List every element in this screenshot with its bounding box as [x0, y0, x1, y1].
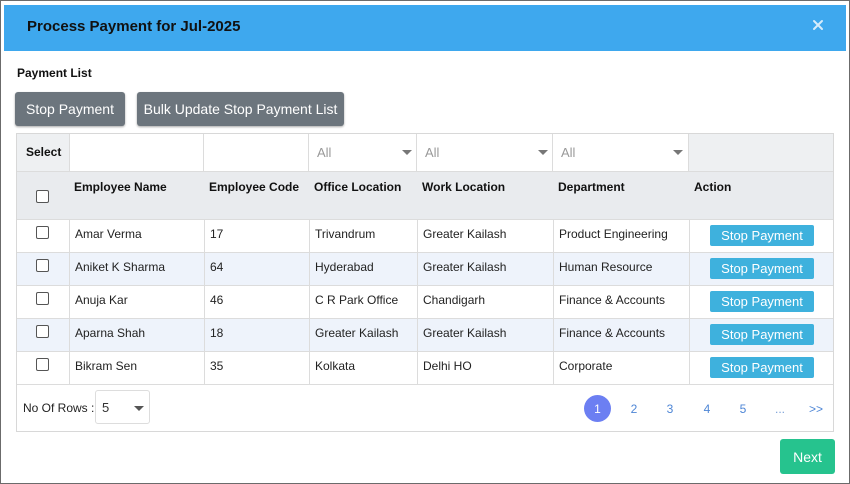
- table-row: Aniket K Sharma 64 Hyderabad Greater Kai…: [17, 252, 833, 285]
- employee-name-cell: Aparna Shah: [75, 326, 146, 340]
- office-location-filter-select[interactable]: All: [309, 134, 417, 171]
- employee-code-cell: 18: [210, 326, 224, 340]
- row-checkbox[interactable]: [36, 292, 49, 305]
- divider: [553, 219, 554, 384]
- office-location-cell: C R Park Office: [315, 293, 399, 307]
- department-cell: Corporate: [559, 359, 613, 373]
- work-location-cell: Greater Kailash: [423, 260, 507, 274]
- column-header-department: Department: [558, 180, 625, 194]
- page-5-button[interactable]: 5: [739, 402, 747, 416]
- chevron-down-icon: [538, 150, 548, 155]
- work-location-cell: Delhi HO: [423, 359, 472, 373]
- divider: [69, 219, 70, 384]
- employee-name-filter-input[interactable]: [69, 134, 204, 171]
- page-1-button[interactable]: 1: [584, 395, 611, 422]
- employee-code-cell: 35: [210, 359, 224, 373]
- row-stop-payment-button[interactable]: Stop Payment: [710, 324, 814, 345]
- employee-name-cell: Aniket K Sharma: [75, 260, 166, 274]
- chevron-down-icon: [134, 406, 144, 411]
- table-row: Aparna Shah 18 Greater Kailash Greater K…: [17, 318, 833, 351]
- rows-per-page-label: No Of Rows :: [23, 401, 95, 415]
- office-location-cell: Kolkata: [315, 359, 356, 373]
- employee-code-filter-input[interactable]: [204, 134, 309, 171]
- employee-name-cell: Amar Verma: [75, 227, 142, 241]
- column-header-office-location: Office Location: [314, 180, 402, 194]
- office-location-cell: Hyderabad: [315, 260, 374, 274]
- employee-name-cell: Bikram Sen: [75, 359, 138, 373]
- bulk-update-stop-payment-button[interactable]: Bulk Update Stop Payment List: [137, 92, 344, 126]
- work-location-cell: Chandigarh: [423, 293, 486, 307]
- row-stop-payment-button[interactable]: Stop Payment: [710, 225, 814, 246]
- table-row: Anuja Kar 46 C R Park Office Chandigarh …: [17, 285, 833, 318]
- work-location-filter-select[interactable]: All: [417, 134, 553, 171]
- employee-name-cell: Anuja Kar: [75, 293, 128, 307]
- pagination-ellipsis: ...: [774, 402, 785, 416]
- chevron-down-icon: [402, 150, 412, 155]
- divider: [17, 285, 833, 286]
- department-filter-value: All: [561, 145, 576, 160]
- column-header-employee-name: Employee Name: [74, 180, 167, 194]
- rows-per-page-value: 5: [102, 400, 110, 415]
- column-header-employee-code: Employee Code: [209, 180, 300, 194]
- filter-row: Select All All All: [17, 134, 833, 171]
- column-header-action: Action: [694, 180, 732, 194]
- department-cell: Finance & Accounts: [559, 326, 666, 340]
- next-pages-button[interactable]: >>: [808, 402, 823, 416]
- department-cell: Human Resource: [559, 260, 653, 274]
- table-row: Bikram Sen 35 Kolkata Delhi HO Corporate…: [17, 351, 833, 384]
- divider: [417, 219, 418, 384]
- employee-code-cell: 17: [210, 227, 224, 241]
- divider: [689, 219, 690, 384]
- close-icon[interactable]: [810, 17, 826, 33]
- row-checkbox[interactable]: [36, 358, 49, 371]
- row-stop-payment-button[interactable]: Stop Payment: [710, 291, 814, 312]
- table-header-row: Employee Name Employee Code Office Locat…: [17, 171, 833, 219]
- department-cell: Finance & Accounts: [559, 293, 666, 307]
- divider: [17, 351, 833, 352]
- select-label: Select: [26, 145, 62, 159]
- divider: [17, 219, 833, 220]
- department-cell: Product Engineering: [559, 227, 668, 241]
- department-filter-select[interactable]: All: [553, 134, 689, 171]
- office-location-filter-value: All: [317, 145, 332, 160]
- row-checkbox[interactable]: [36, 325, 49, 338]
- divider: [17, 318, 833, 319]
- divider: [204, 219, 205, 384]
- next-button[interactable]: Next: [780, 439, 835, 474]
- rows-per-page-select[interactable]: 5: [95, 390, 150, 424]
- payment-list-label: Payment List: [17, 66, 92, 80]
- page-4-button[interactable]: 4: [703, 402, 711, 416]
- select-all-checkbox[interactable]: [36, 190, 49, 203]
- modal-header: Process Payment for Jul-2025: [4, 5, 846, 51]
- work-location-filter-value: All: [425, 145, 440, 160]
- work-location-cell: Greater Kailash: [423, 326, 507, 340]
- chevron-down-icon: [673, 150, 683, 155]
- page-2-button[interactable]: 2: [630, 402, 638, 416]
- employee-code-cell: 46: [210, 293, 224, 307]
- employee-code-cell: 64: [210, 260, 224, 274]
- divider: [17, 252, 833, 253]
- row-checkbox[interactable]: [36, 226, 49, 239]
- work-location-cell: Greater Kailash: [423, 227, 507, 241]
- page-3-button[interactable]: 3: [666, 402, 674, 416]
- divider: [309, 219, 310, 384]
- office-location-cell: Greater Kailash: [315, 326, 399, 340]
- stop-payment-button[interactable]: Stop Payment: [15, 92, 125, 126]
- table-row: Amar Verma 17 Trivandrum Greater Kailash…: [17, 219, 833, 252]
- divider: [17, 171, 833, 172]
- row-stop-payment-button[interactable]: Stop Payment: [710, 357, 814, 378]
- row-checkbox[interactable]: [36, 259, 49, 272]
- column-header-work-location: Work Location: [422, 180, 506, 194]
- modal-title: Process Payment for Jul-2025: [27, 18, 241, 35]
- divider: [17, 384, 833, 385]
- office-location-cell: Trivandrum: [315, 227, 376, 241]
- row-stop-payment-button[interactable]: Stop Payment: [710, 258, 814, 279]
- payment-grid: Select All All All Employee Name Employe…: [16, 133, 834, 432]
